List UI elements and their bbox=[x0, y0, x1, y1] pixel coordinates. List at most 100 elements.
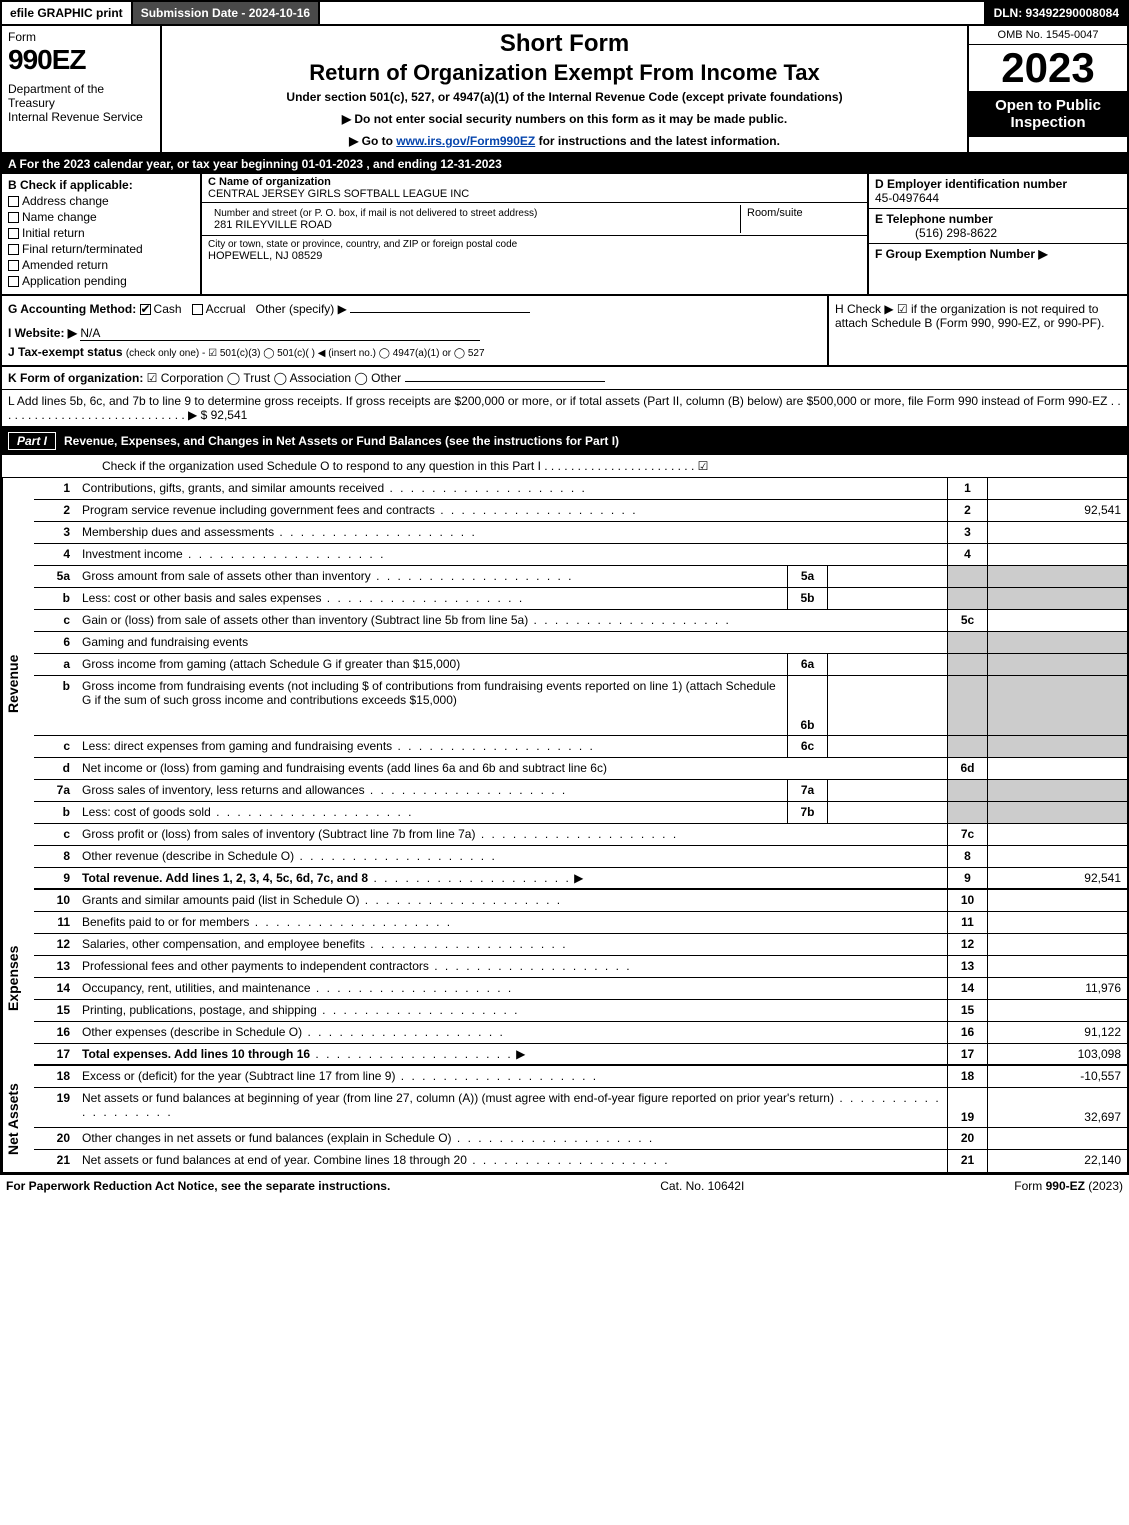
chk-initial-return[interactable]: Initial return bbox=[8, 226, 194, 240]
line-6b-num: b bbox=[34, 676, 78, 735]
line-1-num: 1 bbox=[34, 478, 78, 499]
line-3-num: 3 bbox=[34, 522, 78, 543]
chk-address-change[interactable]: Address change bbox=[8, 194, 194, 208]
footer-mid: Cat. No. 10642I bbox=[660, 1179, 744, 1193]
line-16-num: 16 bbox=[34, 1022, 78, 1043]
chk-accrual[interactable] bbox=[192, 304, 203, 315]
section-l-text: L Add lines 5b, 6c, and 7b to line 9 to … bbox=[8, 394, 1121, 422]
footer-right: Form 990-EZ (2023) bbox=[1014, 1179, 1123, 1193]
line-6a-desc: Gross income from gaming (attach Schedul… bbox=[78, 654, 787, 675]
line-9-rval: 92,541 bbox=[987, 868, 1127, 888]
cash-label: Cash bbox=[154, 302, 182, 316]
website-value: N/A bbox=[80, 326, 100, 340]
street-block: Number and street (or P. O. box, if mail… bbox=[202, 203, 867, 236]
tax-exempt-options: (check only one) - ☑ 501(c)(3) ◯ 501(c)(… bbox=[126, 348, 485, 359]
netassets-side-label: Net Assets bbox=[2, 1066, 34, 1172]
form-of-org-options: ☑ Corporation ◯ Trust ◯ Association ◯ Ot… bbox=[147, 371, 401, 385]
line-3-desc: Membership dues and assessments bbox=[78, 522, 947, 543]
line-3-rnum: 3 bbox=[947, 522, 987, 543]
tel-value: (516) 298-8622 bbox=[875, 226, 997, 240]
section-def: D Employer identification number 45-0497… bbox=[867, 174, 1127, 294]
line-15-desc: Printing, publications, postage, and shi… bbox=[78, 1000, 947, 1021]
line-5c-num: c bbox=[34, 610, 78, 631]
line-5b-inlbl: 5b bbox=[787, 588, 827, 609]
line-18: 18 Excess or (deficit) for the year (Sub… bbox=[34, 1066, 1127, 1088]
line-8: 8 Other revenue (describe in Schedule O)… bbox=[34, 846, 1127, 868]
form-word: Form bbox=[8, 30, 154, 44]
org-name-label: C Name of organization bbox=[208, 176, 331, 188]
line-17: 17 Total expenses. Add lines 10 through … bbox=[34, 1044, 1127, 1066]
line-a: A For the 2023 calendar year, or tax yea… bbox=[0, 154, 1129, 174]
section-h-text: H Check ▶ ☑ if the organization is not r… bbox=[835, 302, 1104, 330]
chk-application-pending[interactable]: Application pending bbox=[8, 274, 194, 288]
line-5c-rval bbox=[987, 610, 1127, 631]
chk-amended-return[interactable]: Amended return bbox=[8, 258, 194, 272]
line-20-rnum: 20 bbox=[947, 1128, 987, 1149]
group-exemption-label: F Group Exemption Number ▶ bbox=[875, 247, 1048, 261]
line-14: 14 Occupancy, rent, utilities, and maint… bbox=[34, 978, 1127, 1000]
line-14-rnum: 14 bbox=[947, 978, 987, 999]
line-14-num: 14 bbox=[34, 978, 78, 999]
line-4-rnum: 4 bbox=[947, 544, 987, 565]
form-title: Return of Organization Exempt From Incom… bbox=[309, 60, 820, 86]
line-16-rnum: 16 bbox=[947, 1022, 987, 1043]
line-17-num: 17 bbox=[34, 1044, 78, 1064]
line-9-desc: Total revenue. Add lines 1, 2, 3, 4, 5c,… bbox=[78, 868, 947, 888]
section-c: C Name of organization CENTRAL JERSEY GI… bbox=[202, 174, 867, 294]
tel-block: E Telephone number (516) 298-8622 bbox=[869, 209, 1127, 244]
line-4-num: 4 bbox=[34, 544, 78, 565]
line-7c: c Gross profit or (loss) from sales of i… bbox=[34, 824, 1127, 846]
line-5b-desc: Less: cost or other basis and sales expe… bbox=[78, 588, 787, 609]
line-21-desc: Net assets or fund balances at end of ye… bbox=[78, 1150, 947, 1172]
form-subtitle: Under section 501(c), 527, or 4947(a)(1)… bbox=[286, 90, 842, 104]
line-5a-desc: Gross amount from sale of assets other t… bbox=[78, 566, 787, 587]
efile-label: efile GRAPHIC print bbox=[2, 2, 133, 24]
line-9-rnum: 9 bbox=[947, 868, 987, 888]
tax-year: 2023 bbox=[969, 45, 1127, 91]
line-5b-num: b bbox=[34, 588, 78, 609]
line-6-num: 6 bbox=[34, 632, 78, 653]
line-5a-rval bbox=[987, 566, 1127, 587]
top-bar: efile GRAPHIC print Submission Date - 20… bbox=[0, 0, 1129, 26]
line-6b-rval bbox=[987, 676, 1127, 735]
section-h: H Check ▶ ☑ if the organization is not r… bbox=[827, 296, 1127, 365]
line-13-rnum: 13 bbox=[947, 956, 987, 977]
section-gh: G Accounting Method: Cash Accrual Other … bbox=[0, 296, 1129, 367]
line-13-rval bbox=[987, 956, 1127, 977]
line-18-desc: Excess or (deficit) for the year (Subtra… bbox=[78, 1066, 947, 1087]
line-11-rnum: 11 bbox=[947, 912, 987, 933]
irs-link[interactable]: www.irs.gov/Form990EZ bbox=[396, 134, 535, 148]
line-6a-rnum bbox=[947, 654, 987, 675]
line-7a-inlbl: 7a bbox=[787, 780, 827, 801]
line-7a-num: 7a bbox=[34, 780, 78, 801]
line-17-desc: Total expenses. Add lines 10 through 16 … bbox=[78, 1044, 947, 1064]
form-of-org-label: K Form of organization: bbox=[8, 371, 143, 385]
line-7a-rval bbox=[987, 780, 1127, 801]
chk-cash[interactable] bbox=[140, 304, 151, 315]
org-name: CENTRAL JERSEY GIRLS SOFTBALL LEAGUE INC bbox=[208, 188, 469, 200]
line-2-desc: Program service revenue including govern… bbox=[78, 500, 947, 521]
line-20: 20 Other changes in net assets or fund b… bbox=[34, 1128, 1127, 1150]
note2-post: for instructions and the latest informat… bbox=[535, 134, 780, 148]
part1-table: Revenue 1 Contributions, gifts, grants, … bbox=[0, 478, 1129, 1174]
line-11-num: 11 bbox=[34, 912, 78, 933]
line-7b: b Less: cost of goods sold 7b bbox=[34, 802, 1127, 824]
block-bcd: B Check if applicable: Address change Na… bbox=[0, 174, 1129, 296]
line-3: 3 Membership dues and assessments 3 bbox=[34, 522, 1127, 544]
topbar-spacer bbox=[320, 2, 985, 24]
line-17-rval: 103,098 bbox=[987, 1044, 1127, 1064]
chk-name-change[interactable]: Name change bbox=[8, 210, 194, 224]
chk-application-pending-label: Application pending bbox=[22, 274, 127, 288]
line-6c-inlbl: 6c bbox=[787, 736, 827, 757]
header-mid: Short Form Return of Organization Exempt… bbox=[162, 26, 967, 152]
line-1-rnum: 1 bbox=[947, 478, 987, 499]
ssn-warning: ▶ Do not enter social security numbers o… bbox=[342, 112, 787, 126]
expenses-side-label: Expenses bbox=[2, 890, 34, 1066]
section-l-value: 92,541 bbox=[211, 408, 248, 422]
line-7a: 7a Gross sales of inventory, less return… bbox=[34, 780, 1127, 802]
street-label: Number and street (or P. O. box, if mail… bbox=[214, 208, 537, 219]
chk-final-return[interactable]: Final return/terminated bbox=[8, 242, 194, 256]
tel-label: E Telephone number bbox=[875, 212, 993, 226]
line-16-rval: 91,122 bbox=[987, 1022, 1127, 1043]
line-1-rval bbox=[987, 478, 1127, 499]
